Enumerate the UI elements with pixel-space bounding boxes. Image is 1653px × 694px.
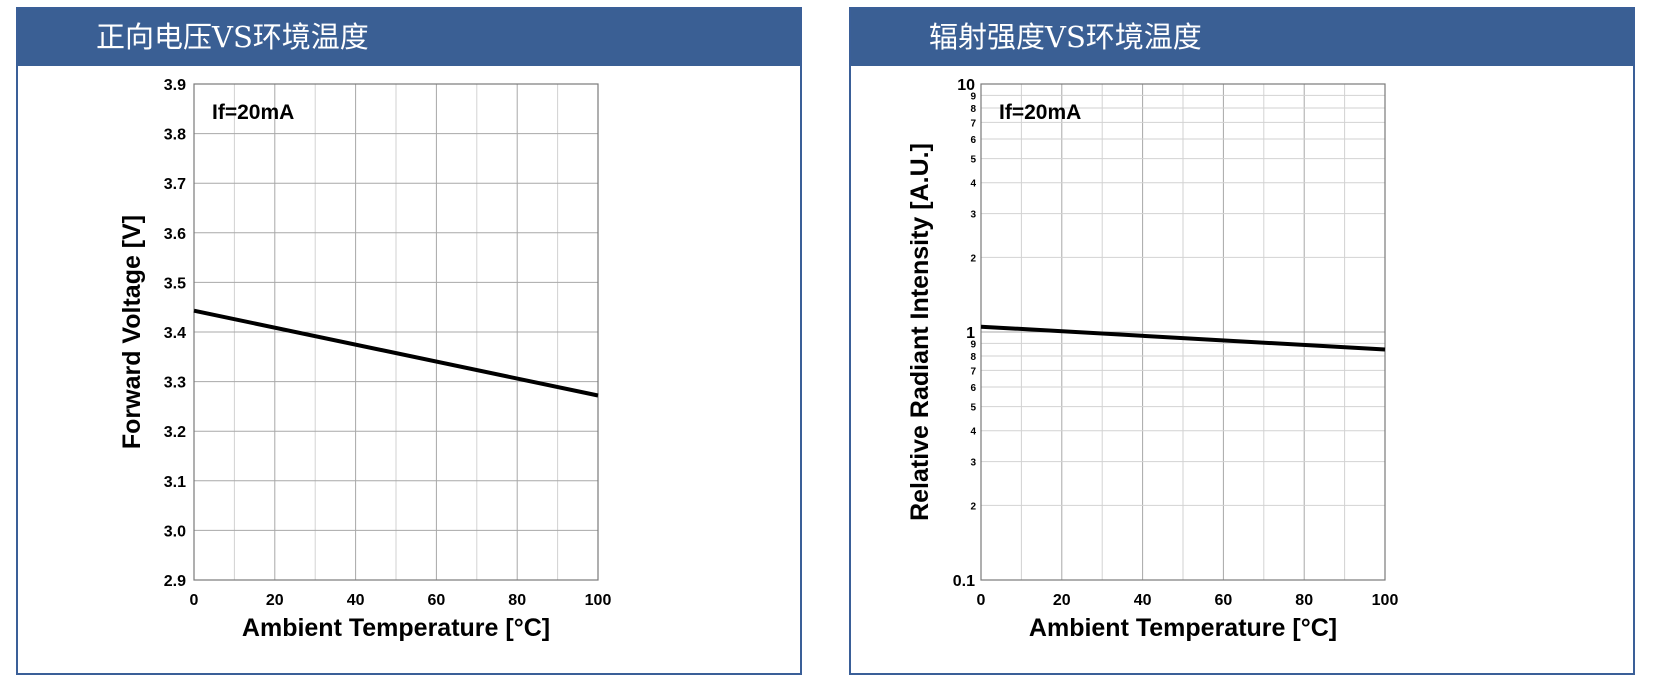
x-tick-label: 20 [1053,592,1071,609]
y-tick-label: 3.1 [164,474,186,491]
y-minor-tick-label: 7 [970,366,976,377]
y-tick-label: 2.9 [164,573,186,590]
y-minor-tick-label: 9 [970,91,976,102]
x-tick-label: 0 [977,592,986,609]
condition-annotation: If=20mA [999,101,1081,124]
y-minor-tick-label: 5 [970,403,976,414]
y-axis-title: Relative Radiant Intensity [A.U.] [906,143,934,521]
x-tick-label: 40 [1134,592,1152,609]
y-minor-tick-label: 9 [970,339,976,350]
plot-frame [980,83,1386,581]
series-line [980,324,1386,352]
y-minor-tick-label: 7 [970,118,976,129]
x-tick-label: 40 [347,592,365,609]
plot-frame [193,83,599,581]
y-minor-tick-label: 6 [970,383,976,394]
x-tick-label: 80 [1295,592,1313,609]
forward-voltage-chart: 2.9 3.0 3.1 3.2 3.3 3.4 3.5 3.6 3.7 3.8 3.9 0 20 40 60… [118,77,612,642]
x-tick-label: 60 [428,592,446,609]
x-axis-title: Ambient Temperature [°C] [242,614,550,642]
x-tick-label: 60 [1215,592,1233,609]
y-tick-label: 3.9 [164,77,186,94]
condition-annotation: If=20mA [212,101,294,124]
series-line [193,308,599,398]
y-minor-tick-label: 4 [970,427,976,438]
x-tick-label: 0 [190,592,199,609]
chart-panel-radiant-intensity: 辐射强度VS环境温度 2 3 4 5 6 7 8 9 2 3 4 5 6 7 8 9 0.1 1 10 0 20 40 60… [849,7,1635,675]
x-axis-title: Ambient Temperature [°C] [1029,614,1337,642]
panel-title: 辐射强度VS环境温度 [929,20,1202,54]
x-tick-label: 100 [1372,592,1399,609]
y-minor-tick-label: 2 [970,501,976,512]
panel-header: 辐射强度VS环境温度 [851,9,1633,66]
y-minor-tick-label: 3 [970,210,976,221]
y-tick-label: 0.1 [953,573,975,590]
y-minor-tick-label: 8 [970,104,976,115]
y-tick-label: 3.5 [164,275,186,292]
x-tick-label: 80 [508,592,526,609]
panel-header: 正向电压VS环境温度 [18,9,800,66]
y-tick-label: 3.4 [164,325,186,342]
y-tick-label: 3.0 [164,523,186,540]
panel-title: 正向电压VS环境温度 [96,20,369,54]
y-tick-label: 3.6 [164,226,186,243]
y-tick-label: 3.3 [164,375,186,392]
y-tick-label: 3.2 [164,424,186,441]
y-tick-label: 10 [957,77,975,94]
chart-panel-forward-voltage: 正向电压VS环境温度 2.9 3.0 3.1 3.2 3.3 3.4 3.5 3.6 3.7 3.… [16,7,802,675]
y-axis-title: Forward Voltage [V] [118,215,146,449]
y-minor-tick-label: 2 [970,253,976,264]
x-tick-label: 100 [585,592,612,609]
y-tick-label: 1 [966,325,975,342]
y-tick-label: 3.8 [164,127,186,144]
y-minor-tick-label: 3 [970,458,976,469]
x-tick-label: 20 [266,592,284,609]
y-minor-tick-label: 6 [970,135,976,146]
y-minor-tick-label: 4 [970,179,976,190]
y-tick-label: 3.7 [164,176,186,193]
y-minor-tick-label: 5 [970,155,976,166]
y-minor-tick-label: 8 [970,352,976,363]
